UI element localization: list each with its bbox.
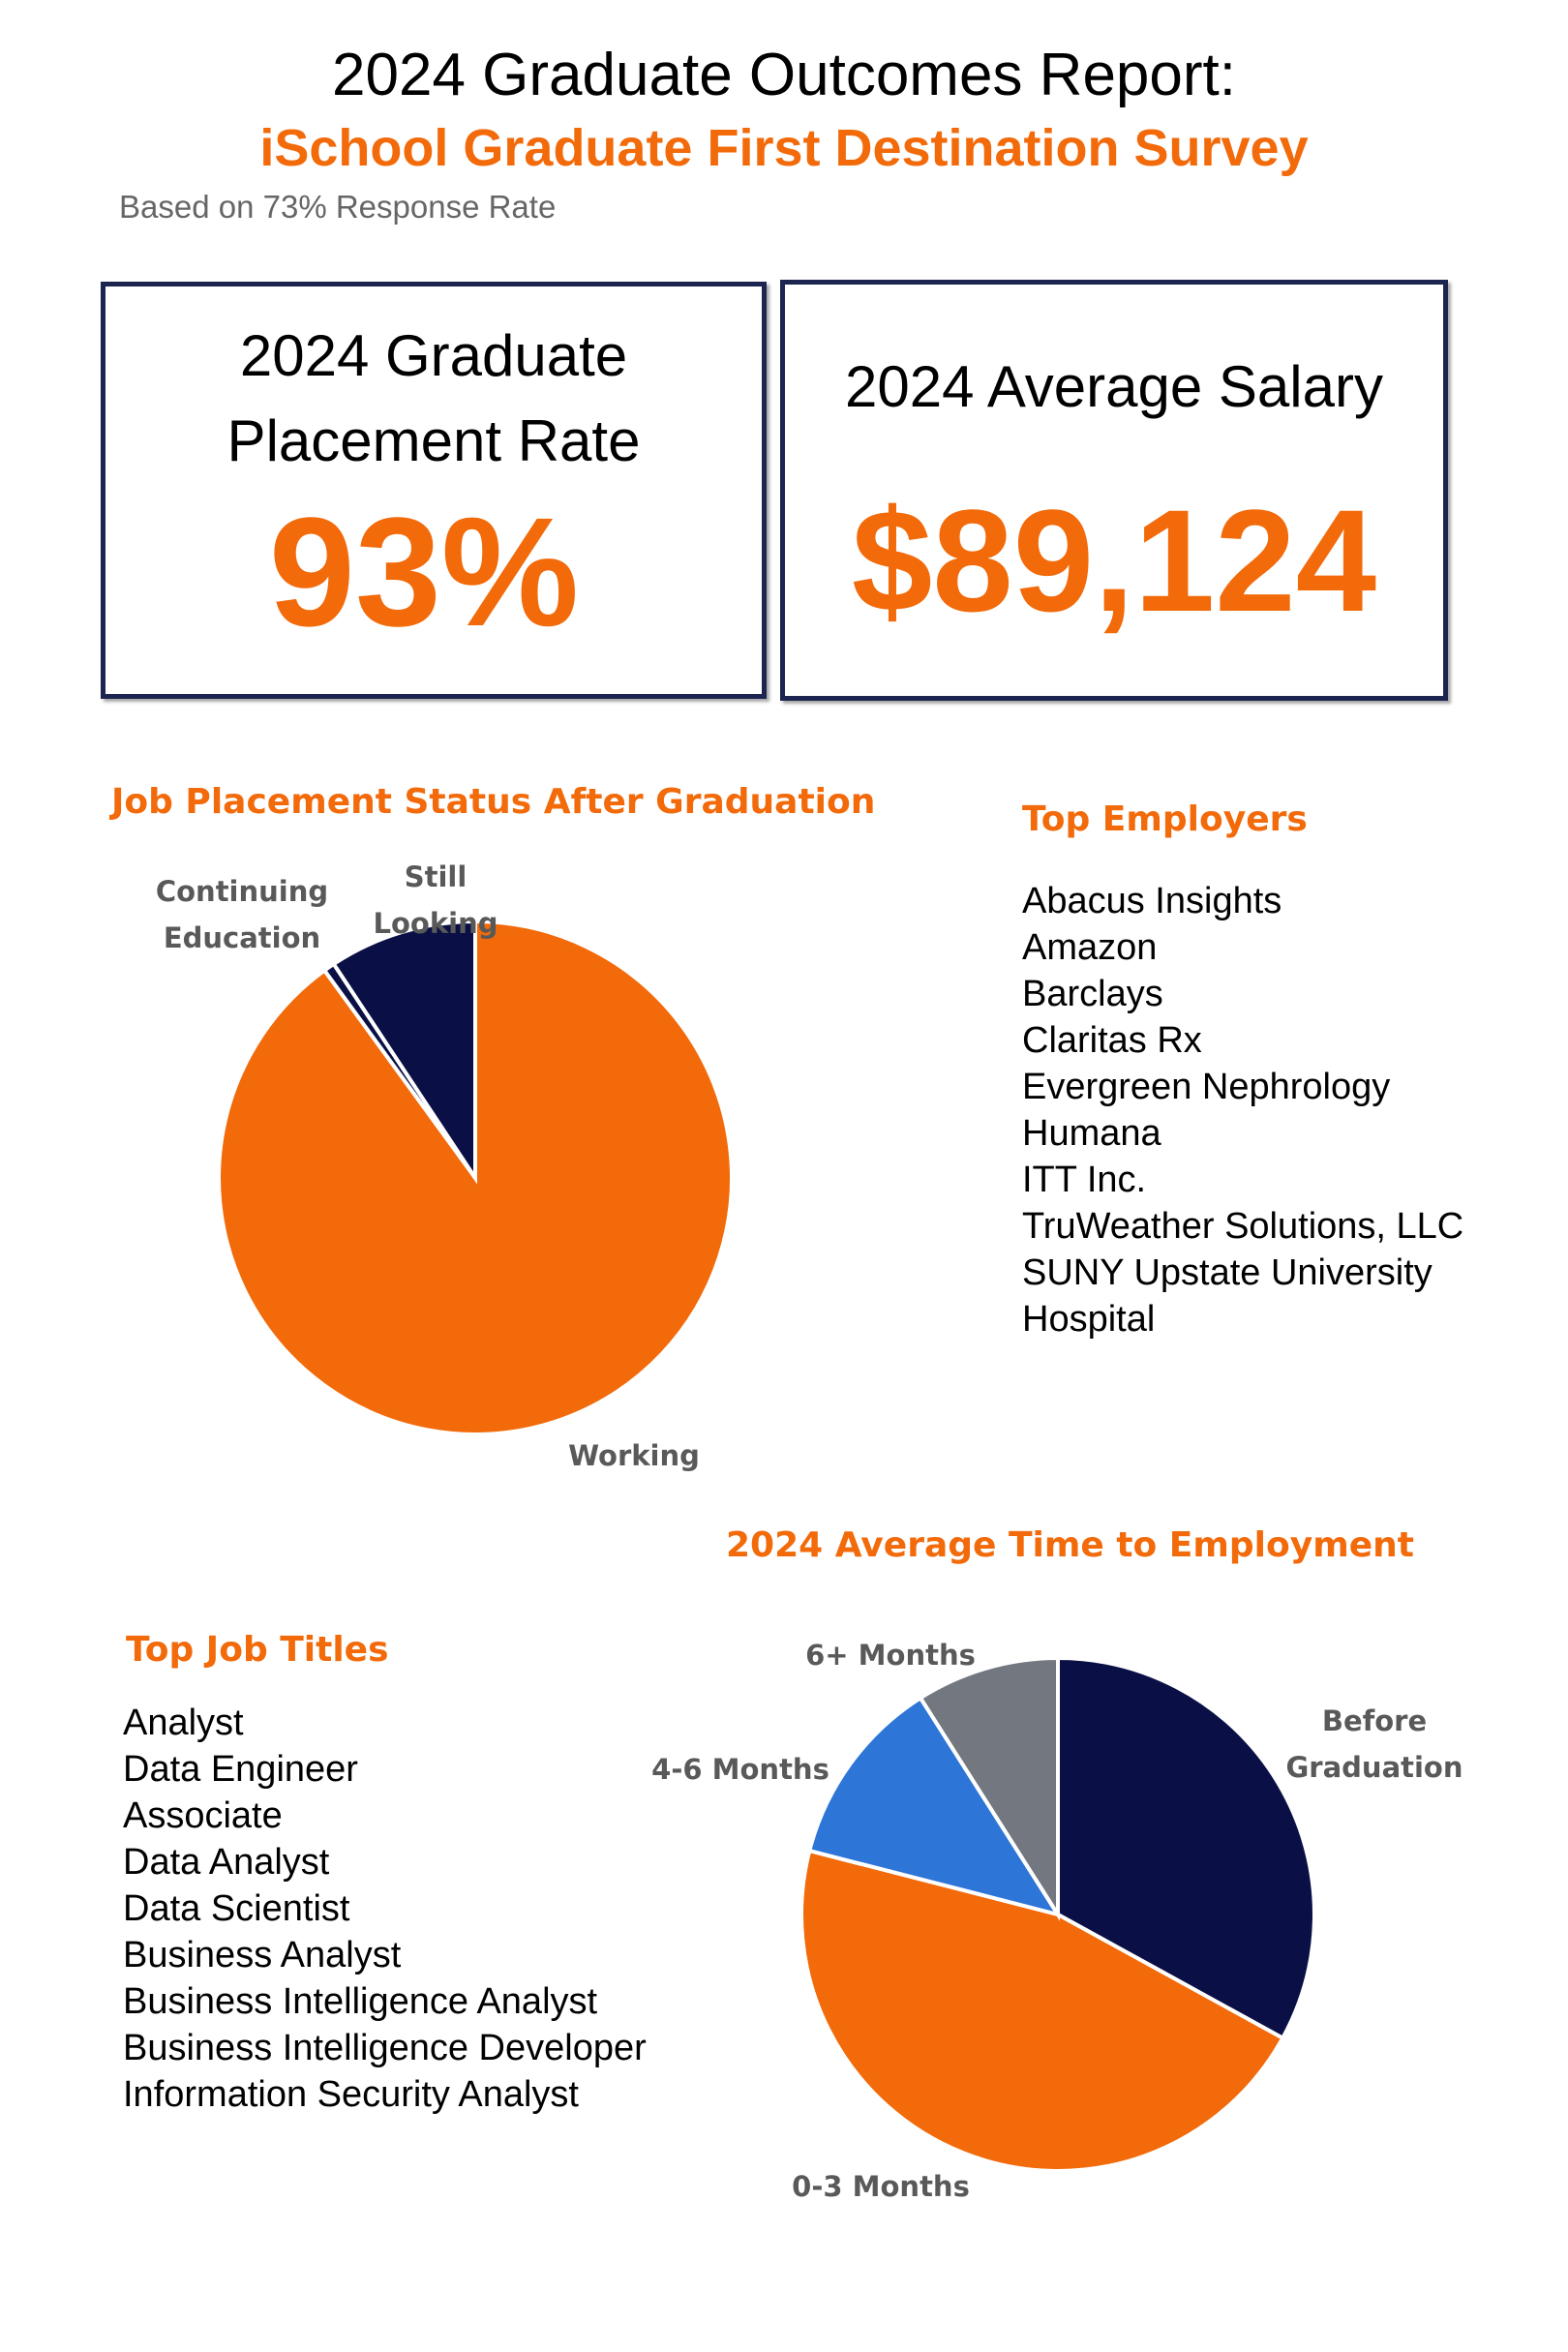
job-title-list-item: Analyst — [123, 1703, 244, 1743]
pie-slice-before-graduation — [1056, 1655, 1316, 2041]
pie-label-line: Continuing — [155, 875, 329, 908]
top-job-titles-list: Analyst Data Engineer Associate Data Analys… — [123, 1700, 647, 2118]
pie-label-working: Working — [542, 1432, 726, 1479]
pie-label-continuing-education: Continuing Education — [145, 868, 339, 961]
job-title-list-item: Information Security Analyst — [123, 2074, 579, 2115]
pie-label-line: Education — [163, 921, 321, 954]
employer-list-item: SUNY Upstate University — [1022, 1252, 1432, 1293]
report-title: 2024 Graduate Outcomes Report: — [332, 42, 1236, 108]
placement-rate-label: 2024 Graduate Placement Rate — [106, 314, 762, 484]
employer-list-item: TruWeather Solutions, LLC — [1022, 1206, 1464, 1247]
pie-slice-6-months — [918, 1655, 1060, 1921]
placement-rate-card: 2024 Graduate Placement Rate 93% — [101, 282, 767, 699]
pie-label-line: Still Looking — [373, 860, 498, 940]
job-title-list-item: Business Intelligence Analyst — [123, 1981, 598, 2022]
employer-list-item: Barclays — [1022, 974, 1163, 1014]
pie-label-6-months: 6+ Months — [794, 1632, 987, 1678]
placement-rate-label-line1: 2024 Graduate — [239, 323, 628, 388]
average-salary-value: $89,124 — [851, 479, 1377, 642]
response-rate-note: Based on 73% Response Rate — [119, 189, 557, 225]
job-title-list-item: Associate — [123, 1795, 283, 1836]
employer-list-item: ITT Inc. — [1022, 1160, 1147, 1200]
employer-list-item: Hospital — [1022, 1299, 1156, 1340]
employer-list-item: Evergreen Nephrology — [1022, 1067, 1391, 1107]
top-job-titles-title: Top Job Titles — [126, 1630, 389, 1670]
employer-list-item: Abacus Insights — [1022, 881, 1282, 921]
pie-slice-working — [217, 919, 734, 1436]
job-title-list-item: Data Analyst — [123, 1842, 330, 1883]
job-title-list-item: Business Intelligence Developer — [123, 2028, 647, 2068]
employer-list-item: Humana — [1022, 1113, 1161, 1154]
average-salary-label: 2024 Average Salary — [845, 354, 1383, 419]
pie-label-still-looking: Still Looking — [339, 854, 532, 947]
top-employers-title: Top Employers — [1022, 799, 1308, 839]
placement-rate-label-line2: Placement Rate — [226, 408, 641, 473]
pie-label-before-graduation: Before Graduation — [1278, 1698, 1471, 1791]
job-title-list-item: Data Scientist — [123, 1888, 350, 1929]
pie-slice-4-6-months — [806, 1695, 1063, 1918]
pie-label-line: 0-3 Months — [792, 2170, 970, 2203]
job-title-list-item: Data Engineer — [123, 1749, 358, 1790]
pie-slice-0-3-months — [799, 1848, 1285, 2173]
pie-label-line: Graduation — [1285, 1751, 1463, 1784]
employer-list-item: Claritas Rx — [1022, 1020, 1202, 1061]
average-salary-card: 2024 Average Salary $89,124 — [780, 280, 1448, 701]
pie-label-line: 4-6 Months — [651, 1753, 829, 1786]
pie-label-line: 6+ Months — [805, 1639, 976, 1672]
report-subtitle: iSchool Graduate First Destination Surve… — [259, 119, 1309, 177]
placement-rate-value: 93% — [268, 485, 580, 658]
time-to-employment-chart-title: 2024 Average Time to Employment — [726, 1525, 1414, 1565]
pie-slice-still-looking — [331, 919, 477, 1185]
pie-label-4-6-months: 4-6 Months — [644, 1746, 837, 1793]
job-title-list-item: Business Analyst — [123, 1935, 402, 1975]
pie-label-line: Before — [1321, 1704, 1428, 1737]
top-employers-list: Abacus Insights Amazon Barclays Claritas Rx… — [1022, 878, 1463, 1342]
pie-slice-continuing-education — [321, 961, 477, 1180]
pie-label-0-3-months: 0-3 Months — [784, 2163, 978, 2210]
placement-status-chart-title: Job Placement Status After Graduation — [111, 782, 876, 822]
employer-list-item: Amazon — [1022, 927, 1158, 968]
pie-label-line: Working — [568, 1439, 700, 1472]
